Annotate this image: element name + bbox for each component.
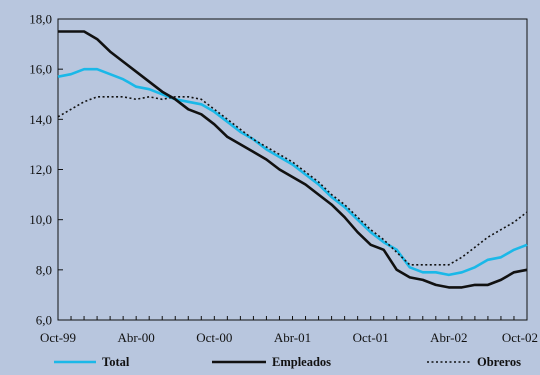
x-axis: Oct-99 Abr-00 Oct-00 Abr-01 Oct-01 Abr-02 Oct-… xyxy=(40,316,538,345)
legend-label-total: Total xyxy=(102,355,130,369)
series-line-empleados xyxy=(58,30,528,289)
y-tick-label: 12,0 xyxy=(29,162,52,177)
x-tick-label: Abr-01 xyxy=(274,330,311,345)
y-tick-label: 6,0 xyxy=(36,313,52,328)
x-tick-label: Abr-00 xyxy=(118,330,155,345)
x-tick-label: Oct-99 xyxy=(40,330,76,345)
y-tick-label: 10,0 xyxy=(29,212,52,227)
x-tick-label: Oct-02 xyxy=(502,330,538,345)
y-tick-label: 16,0 xyxy=(29,62,52,77)
y-tick-label: 8,0 xyxy=(36,262,52,277)
series-lines xyxy=(57,30,528,289)
x-tick-label: Oct-00 xyxy=(196,330,232,345)
y-tick-label: 18,0 xyxy=(29,12,52,27)
x-tick-label: Oct-01 xyxy=(353,330,389,345)
plot-area xyxy=(57,18,528,321)
y-tick-label: 14,0 xyxy=(29,112,52,127)
legend-label-empleados: Empleados xyxy=(272,355,331,369)
series-line-obreros xyxy=(57,96,528,266)
y-axis: 6,0 8,0 10,0 12,0 14,0 16,0 18,0 xyxy=(29,12,63,328)
x-tick-label: Abr-02 xyxy=(430,330,467,345)
legend-label-obreros: Obreros xyxy=(477,355,521,369)
series-line-total xyxy=(57,67,528,277)
legend: Total Empleados Obreros xyxy=(54,355,521,369)
